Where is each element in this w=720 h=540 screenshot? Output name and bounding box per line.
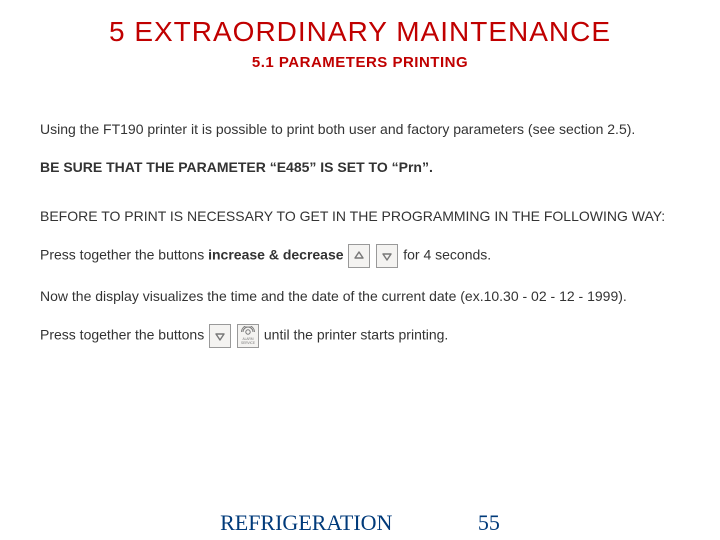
text-fragment: Press together the buttons (40, 327, 208, 343)
text-fragment: until the printer starts printing. (264, 327, 448, 343)
text-fragment: Press together the buttons (40, 247, 208, 263)
paragraph: Using the FT190 printer it is possible t… (40, 119, 680, 139)
instruction-step: Press together the buttons increase & de… (40, 244, 680, 268)
chapter-title: 5 EXTRAORDINARY MAINTENANCE (40, 16, 680, 48)
button-icons-group (347, 244, 399, 268)
instruction-step: Press together the buttons ALARM SERVICE… (40, 324, 680, 348)
decrease-button-icon (376, 244, 398, 268)
document-page: 5 EXTRAORDINARY MAINTENANCE 5.1 PARAMETE… (0, 0, 720, 540)
alarm-service-button-icon: ALARM SERVICE (237, 324, 259, 348)
text-fragment-bold: increase & decrease (208, 247, 343, 263)
body-text: Using the FT190 printer it is possible t… (40, 119, 680, 348)
instruction-heading: BEFORE TO PRINT IS NECESSARY TO GET IN T… (40, 206, 680, 226)
footer-title: REFRIGERATION (220, 510, 392, 535)
increase-button-icon (348, 244, 370, 268)
page-number: 55 (478, 510, 500, 536)
button-icons-group: ALARM SERVICE (208, 324, 260, 348)
page-footer: REFRIGERATION 55 (0, 510, 720, 536)
warning-line: BE SURE THAT THE PARAMETER “E485” IS SET… (40, 157, 680, 177)
decrease-button-icon (209, 324, 231, 348)
instruction-step: Now the display visualizes the time and … (40, 286, 680, 306)
section-title: 5.1 PARAMETERS PRINTING (40, 54, 680, 71)
text-fragment: for 4 seconds. (403, 247, 491, 263)
svg-text:SERVICE: SERVICE (241, 341, 255, 345)
